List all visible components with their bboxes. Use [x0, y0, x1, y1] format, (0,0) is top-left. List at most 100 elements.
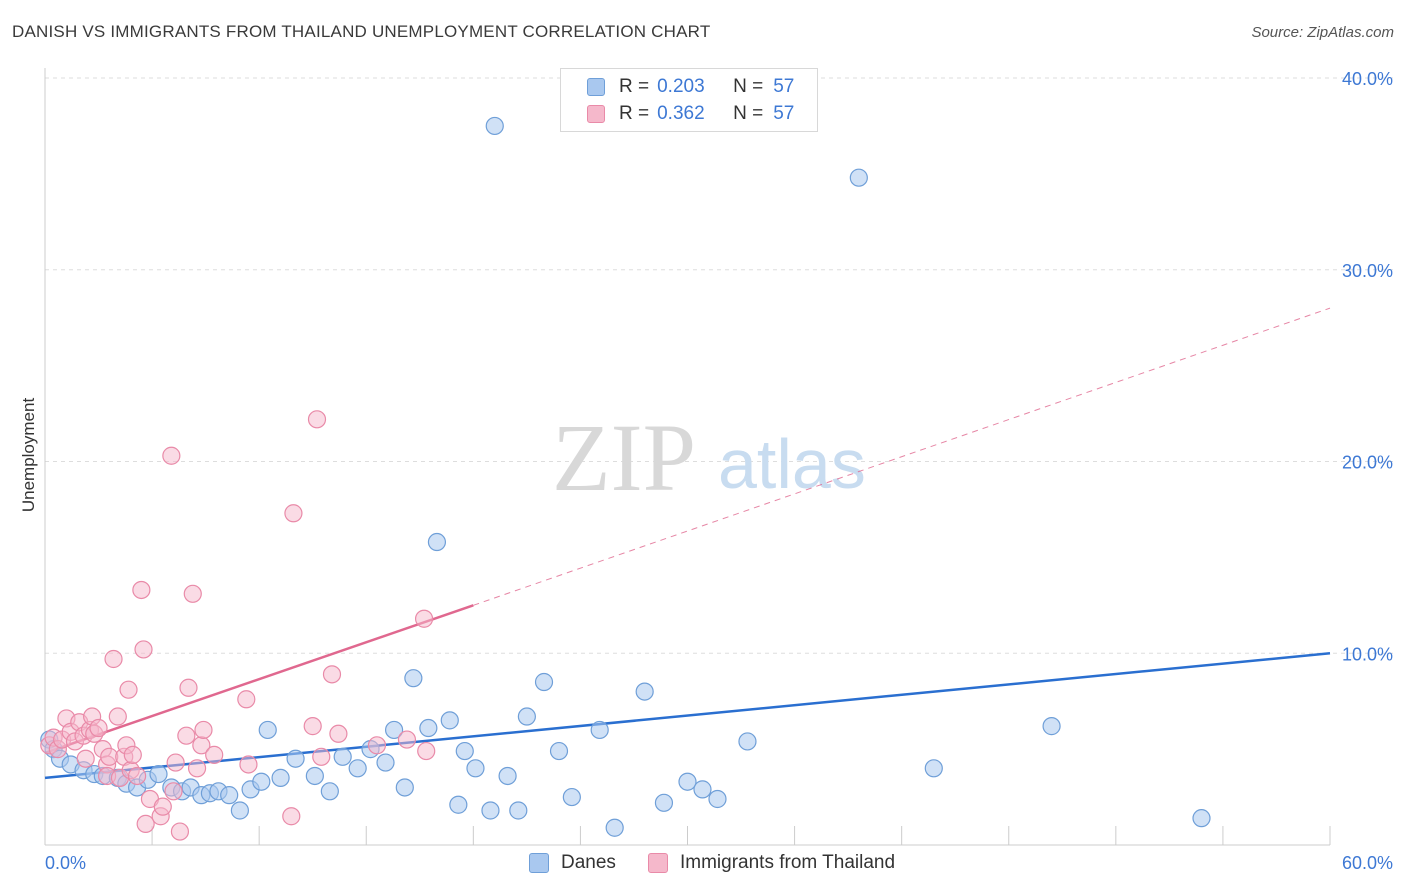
danes-point	[466, 759, 485, 778]
legend-item-thailand[interactable]: Immigrants from Thailand	[648, 852, 895, 874]
danes-point	[376, 753, 395, 772]
danes-swatch	[587, 78, 605, 96]
thailand-point	[108, 707, 127, 726]
danes-point	[305, 766, 324, 786]
legend-row-thailand: R = 0.362 N = 57	[587, 102, 794, 126]
danes-point	[149, 764, 168, 784]
thailand-legend-label: Immigrants from Thailand	[680, 852, 896, 873]
danes-point	[427, 532, 447, 552]
watermark-zip: ZIP	[552, 404, 696, 511]
danes-point	[320, 782, 339, 801]
thailand-point	[414, 609, 434, 628]
danes-point	[252, 772, 271, 791]
danes-point	[635, 682, 654, 701]
danes-point	[395, 778, 414, 797]
thailand-point	[166, 753, 185, 772]
danes-point	[384, 720, 404, 740]
danes-point	[590, 720, 609, 740]
thailand-point	[194, 720, 213, 740]
y-tick-label-30: 30.0%	[1342, 261, 1393, 281]
danes-point	[654, 793, 674, 812]
thailand-point	[367, 736, 387, 755]
danes-n-label: N =	[733, 76, 764, 97]
legend-item-danes[interactable]: Danes	[529, 852, 616, 874]
thailand-point	[170, 822, 190, 841]
danes-point	[693, 780, 712, 799]
thailand-point	[153, 797, 172, 816]
danes-point	[678, 772, 697, 791]
danes-point	[220, 786, 239, 805]
x-tick-label-min: 0.0%	[45, 853, 86, 873]
thailand-legend-swatch	[648, 853, 668, 873]
trend-lines	[44, 307, 1331, 780]
danes-point	[455, 741, 474, 761]
danes-point	[1192, 809, 1211, 828]
thailand-point	[284, 504, 303, 523]
watermark: ZIP atlas	[552, 404, 866, 511]
thailand-point	[417, 741, 436, 761]
thailand-r-label: R =	[619, 103, 650, 124]
watermark-atlas: atlas	[718, 425, 866, 503]
danes-n-value: 57	[773, 76, 795, 97]
thailand-point	[162, 446, 181, 465]
thailand-trend-line	[44, 604, 474, 755]
thailand-point	[307, 410, 327, 429]
thailand-point	[123, 745, 142, 764]
thailand-point	[397, 730, 417, 749]
danes-point	[708, 789, 727, 809]
danes-point	[605, 818, 624, 837]
danes-point	[517, 707, 536, 726]
axes	[44, 68, 1331, 846]
y-tick-label-20: 20.0%	[1342, 453, 1393, 473]
thailand-n-label: N =	[733, 103, 764, 124]
thailand-point	[179, 678, 198, 697]
danes-point	[333, 747, 352, 766]
correlation-legend: R = 0.203 N = 57 R = 0.362 N = 57	[560, 68, 818, 132]
thailand-point	[187, 759, 207, 778]
thailand-point	[237, 690, 256, 709]
thailand-point	[104, 649, 123, 669]
y-tick-label-10: 10.0%	[1342, 644, 1393, 664]
thailand-point	[76, 749, 95, 768]
thailand-r-value: 0.362	[657, 103, 705, 124]
thailand-trend-extension	[473, 307, 1331, 606]
danes-point	[849, 168, 868, 187]
y-tick-label-40: 40.0%	[1342, 69, 1393, 89]
source-credit: Source: ZipAtlas.com	[1251, 24, 1394, 41]
x-tick-label-max: 60.0%	[1342, 853, 1393, 873]
thailand-point	[205, 745, 224, 764]
y-axis-label: Unemployment	[19, 398, 38, 513]
danes-point	[440, 711, 459, 730]
thailand-point	[136, 814, 155, 834]
danes-point	[404, 669, 423, 688]
tick-labels: 10.0% 20.0% 30.0% 40.0% 0.0% 60.0%	[45, 69, 1393, 873]
danes-point	[549, 741, 569, 761]
danes-point	[738, 732, 757, 751]
danes-r-value: 0.203	[657, 76, 705, 97]
danes-point	[348, 759, 367, 778]
thailand-point	[177, 726, 196, 745]
data-points	[40, 116, 1211, 841]
gridlines	[45, 77, 1395, 654]
danes-point	[509, 801, 528, 820]
danes-point	[449, 795, 468, 814]
danes-point	[258, 720, 277, 740]
thailand-point	[239, 755, 258, 774]
danes-point	[271, 768, 290, 787]
series-legend: Danes Immigrants from Thailand	[0, 852, 1406, 878]
danes-point	[286, 749, 305, 768]
thailand-point	[183, 584, 202, 603]
thailand-point	[303, 717, 322, 736]
thailand-point	[134, 640, 153, 659]
danes-point	[498, 766, 517, 786]
thailand-swatch	[587, 105, 605, 123]
thailand-point	[282, 807, 301, 826]
danes-point	[485, 116, 504, 136]
danes-point	[419, 718, 438, 738]
danes-point	[924, 759, 943, 778]
thailand-point	[312, 747, 331, 766]
thailand-point	[119, 680, 138, 699]
thailand-n-value: 57	[773, 103, 795, 124]
danes-legend-swatch	[529, 853, 549, 873]
danes-point	[481, 801, 500, 820]
